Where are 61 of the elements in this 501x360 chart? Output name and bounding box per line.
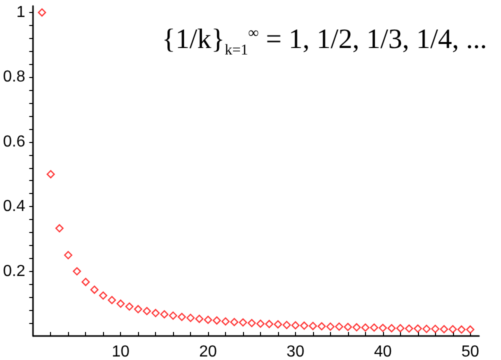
point [326,322,335,331]
point [204,316,212,324]
point [72,267,82,276]
annotation: {1/k}$_{k=1}$$^{∞}$ = 1, 1/2, 1/3, 1/4, ... [162,24,487,60]
point [238,318,248,327]
point [64,251,72,260]
point [335,322,344,331]
x-tick-label: 30 [286,344,304,360]
point [431,324,440,333]
point [282,320,291,330]
point [274,320,282,328]
point [448,325,457,334]
point [82,278,90,286]
point [300,322,308,330]
x-tick-label: 50 [461,344,480,360]
point [378,324,387,332]
point [134,305,142,314]
point [221,317,230,326]
point [387,324,396,332]
x-tick-label: 40 [374,344,392,360]
point [414,324,422,333]
point [440,325,448,334]
point [344,322,352,332]
point [142,306,151,316]
point [212,316,221,325]
point [125,302,134,311]
point [422,324,431,333]
y-tick-label: 0.8 [2,68,26,86]
point [265,320,274,328]
point [404,324,414,333]
point [466,325,474,334]
point [168,312,178,320]
x-tick-label: 10 [112,344,130,360]
point [195,314,204,323]
point [90,286,99,294]
point [186,314,195,322]
point [291,321,300,330]
point [457,325,466,334]
point [99,291,108,300]
point [352,323,361,332]
x-tick-label: 20 [199,344,218,360]
point [361,323,370,332]
point [230,318,238,326]
point [178,312,186,322]
y-tick-label: 0.4 [2,198,26,216]
point [308,322,318,330]
point [152,308,160,318]
point [248,318,256,328]
point [46,170,55,178]
point [108,296,116,304]
point [55,224,64,232]
y-tick-label: 1 [16,4,26,21]
point [256,320,265,328]
point [38,8,46,17]
point [116,300,125,308]
point [318,322,326,330]
point [396,324,404,332]
y-tick-label: 0.2 [2,262,26,280]
y-tick-label: 0.6 [2,133,26,150]
point [370,323,378,332]
point [160,310,168,318]
